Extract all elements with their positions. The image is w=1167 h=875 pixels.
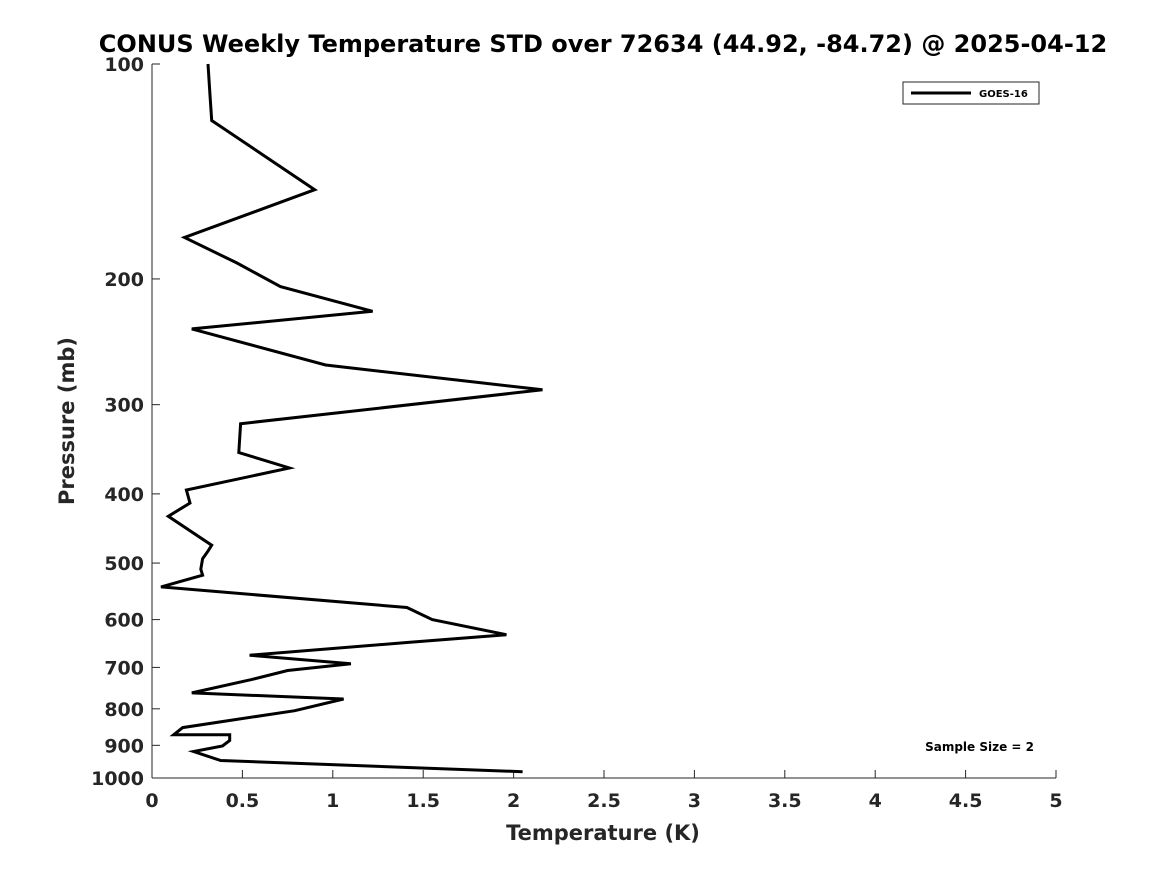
x-tick-label: 1.5 xyxy=(406,790,440,812)
series-group xyxy=(160,63,543,774)
y-tick-label: 700 xyxy=(104,657,144,679)
y-tick-label: 800 xyxy=(104,699,144,721)
x-tick-label: 3.5 xyxy=(768,790,802,812)
legend-label: GOES-16 xyxy=(979,89,1028,100)
y-tick-label: 200 xyxy=(104,269,144,291)
x-tick-label: 2.5 xyxy=(587,790,621,812)
y-tick-label: 900 xyxy=(104,735,144,757)
y-tick-label: 300 xyxy=(104,395,144,417)
y-tick-label: 600 xyxy=(104,610,144,632)
x-tick-label: 2 xyxy=(507,790,520,812)
x-tick-label: 5 xyxy=(1049,790,1062,812)
y-tick-label: 1000 xyxy=(91,768,144,790)
chart-title: CONUS Weekly Temperature STD over 72634 … xyxy=(99,30,1107,58)
x-tick-label: 4 xyxy=(869,790,882,812)
x-axis-label: Temperature (K) xyxy=(506,821,700,845)
x-tick-label: 1 xyxy=(326,790,339,812)
y-tick-label: 100 xyxy=(104,54,144,76)
x-tick-label: 4.5 xyxy=(949,790,983,812)
series-line-goes-16 xyxy=(160,63,543,774)
x-tick-label: 0 xyxy=(145,790,158,812)
y-axis-label: Pressure (mb) xyxy=(55,337,79,505)
axes: 0 0.5 1 1.5 2 2.5 3 3.5 4 4.5 5 100 200 300 400 500 600 7… xyxy=(91,54,1063,812)
y-tick-label: 400 xyxy=(104,484,144,506)
sample-size-annotation: Sample Size = 2 xyxy=(925,740,1034,754)
legend: GOES-16 xyxy=(902,81,1040,105)
y-tick-label: 500 xyxy=(104,553,144,575)
x-tick-label: 0.5 xyxy=(226,790,260,812)
x-tick-label: 3 xyxy=(688,790,701,812)
